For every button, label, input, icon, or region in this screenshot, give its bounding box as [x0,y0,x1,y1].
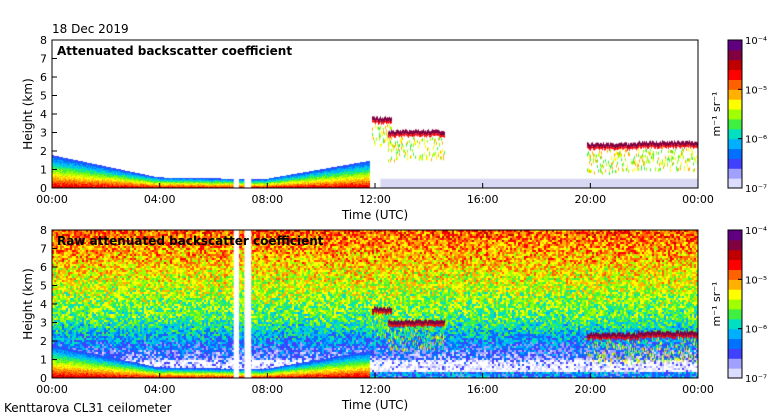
panel-title: Attenuated backscatter coefficient [57,44,292,58]
colorbar-swatch [728,59,742,71]
x-tick-label: 12:00 [359,383,391,396]
y-tick-label: 5 [40,280,47,293]
colorbar-swatch [728,40,742,51]
y-axis-label: Height (km) [21,268,35,339]
colorbar-swatch [728,230,742,241]
colorbar-tick-label: 10⁻⁵ [745,275,767,286]
colorbar-unit-label: m⁻¹ sr⁻¹ [710,92,723,137]
panel-title: Raw attenuated backscatter coefficient [57,234,324,248]
y-tick-label: 3 [40,317,47,330]
x-tick-label: 20:00 [574,193,606,206]
x-tick-label: 16:00 [467,193,499,206]
colorbar-unit-label: m⁻¹ sr⁻¹ [710,282,723,327]
x-axis-label: Time (UTC) [341,208,408,222]
colorbar-swatch [728,249,742,261]
y-tick-label: 0 [40,372,47,385]
colorbar-tick-label: 10⁻⁴ [745,36,767,47]
y-tick-label: 2 [40,335,47,348]
y-tick-label: 8 [40,224,47,237]
x-tick-label: 00:00 [682,383,714,396]
colorbar-swatch [728,259,742,270]
colorbar-swatch [728,49,742,61]
colorbar-swatch [728,138,742,150]
colorbar-swatch [728,178,742,189]
colorbar-swatch [728,348,742,359]
y-tick-label: 1 [40,354,47,367]
colorbar-swatch [728,99,742,110]
y-tick-label: 7 [40,243,47,256]
colorbar-swatch [728,89,742,100]
colorbar-swatch [728,118,742,130]
colorbar-swatch [728,279,742,290]
colorbar-swatch [728,299,742,310]
colorbar-swatch [728,148,742,159]
colorbar-swatch [728,338,742,349]
y-tick-label: 7 [40,53,47,66]
y-tick-label: 2 [40,145,47,158]
x-tick-label: 08:00 [251,193,283,206]
colorbar-swatch [728,79,742,90]
colorbar-swatch [728,318,742,330]
y-tick-label: 5 [40,90,47,103]
colorbar-frame [727,39,743,189]
colorbar-swatch [728,239,742,251]
y-tick-label: 3 [40,127,47,140]
y-tick-label: 6 [40,71,47,84]
x-tick-label: 12:00 [359,193,391,206]
heatmap-image [52,230,698,378]
y-tick-label: 4 [40,108,47,121]
x-tick-label: 08:00 [251,383,283,396]
heatmap-image [52,40,698,188]
y-axis-label: Height (km) [21,78,35,149]
footer-label: Kenttarova CL31 ceilometer [4,401,172,415]
y-tick-label: 6 [40,261,47,274]
y-tick-label: 1 [40,164,47,177]
colorbar-swatch [728,128,742,140]
colorbar-tick-label: 10⁻⁵ [745,85,767,96]
colorbar-swatch [728,69,742,80]
colorbar-top: 10⁻⁴ 10⁻⁵ 10⁻⁶ 10⁻⁷ m⁻¹ sr⁻¹ [710,36,767,195]
x-tick-label: 04:00 [144,193,176,206]
y-tick-label: 8 [40,34,47,47]
colorbar-tick-label: 10⁻⁶ [745,135,767,146]
x-tick-label: 00:00 [36,383,68,396]
x-tick-label: 00:00 [36,193,68,206]
x-tick-label: 00:00 [682,193,714,206]
colorbar-swatch [728,358,742,369]
x-axis-label: Time (UTC) [341,398,408,412]
colorbar-tick-label: 10⁻⁶ [745,325,767,336]
colorbar-swatch [728,269,742,280]
panel-raw-attenuated-backscatter: Raw attenuated backscatter coefficient 0 1… [21,224,714,412]
x-tick-label: 04:00 [144,383,176,396]
colorbar-tick-label: 10⁻⁷ [745,374,767,385]
colorbar-swatch [728,368,742,379]
colorbar-bottom: 10⁻⁴ 10⁻⁵ 10⁻⁶ 10⁻⁷ m⁻¹ sr⁻¹ [710,226,767,385]
x-tick-label: 16:00 [467,383,499,396]
colorbar-tick-label: 10⁻⁴ [745,226,767,237]
y-tick-label: 0 [40,182,47,195]
colorbar-swatch [728,158,742,169]
date-label: 18 Dec 2019 [52,22,129,36]
colorbar-swatch [728,109,742,120]
y-tick-label: 4 [40,298,47,311]
colorbar-swatch [728,168,742,179]
colorbar-swatch [728,328,742,340]
panel-attenuated-backscatter: Attenuated backscatter coefficient 0 1 2 3 4 5… [21,34,714,222]
x-tick-label: 20:00 [574,383,606,396]
colorbar-frame [727,229,743,379]
colorbar-swatch [728,308,742,320]
colorbar-tick-label: 10⁻⁷ [745,184,767,195]
colorbar-swatch [728,289,742,300]
